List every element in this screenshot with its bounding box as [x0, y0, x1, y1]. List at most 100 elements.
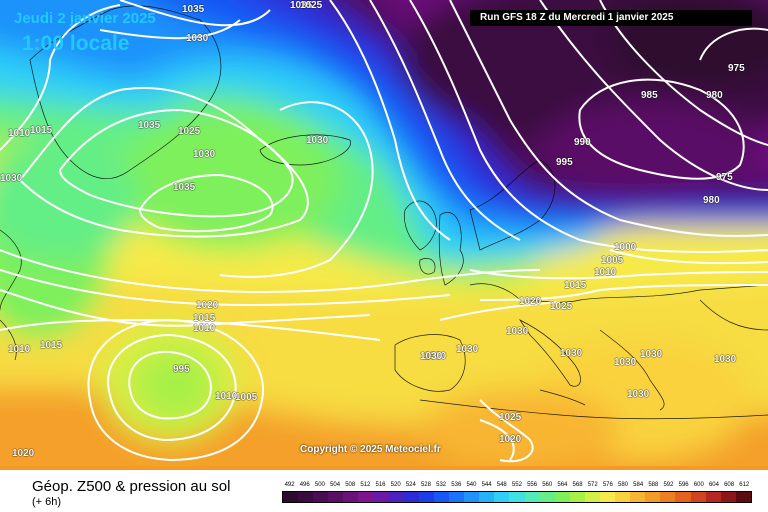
isobars: [0, 0, 768, 461]
scale-swatch: [554, 492, 570, 502]
isobar-label: 1030: [614, 357, 637, 368]
scale-swatch: [403, 492, 419, 502]
scale-label: 596: [678, 482, 689, 488]
isobar-label: 1025: [499, 412, 522, 423]
scale-swatch: [464, 492, 480, 502]
scale-label: 540: [466, 482, 477, 488]
isobar-label: 1035: [173, 182, 196, 193]
scale-label: 536: [451, 482, 462, 488]
forecast-map: 1035 1030 1025 1015 1010 1035 1030 1030 …: [0, 0, 768, 470]
isobar-label: 1025: [178, 126, 201, 137]
scale-swatch: [524, 492, 540, 502]
isobar-label: 1030: [506, 326, 529, 337]
isobar-label: 1010: [215, 391, 238, 402]
scale-swatch: [720, 492, 736, 502]
isobar-label: 980: [703, 195, 720, 206]
scale-label: 608: [724, 482, 735, 488]
copyright-notice: Copyright © 2025 Meteociel.fr: [300, 444, 441, 455]
forecast-date: Jeudi 2 janvier 2025: [14, 10, 156, 27]
scale-swatch: [569, 492, 585, 502]
scale-label: 500: [314, 482, 325, 488]
scale-label: 592: [663, 482, 674, 488]
isobar-label: 1035: [138, 120, 161, 131]
isobar-label: 1030: [306, 135, 329, 146]
isobar-label: 990: [574, 137, 591, 148]
scale-label: 588: [648, 482, 659, 488]
scale-swatch: [675, 492, 691, 502]
isobar-label: 1035: [182, 4, 205, 15]
scale-label: 552: [511, 482, 522, 488]
isobar-label: 985: [641, 90, 658, 101]
coastlines: [0, 5, 768, 420]
scale-label: 580: [618, 482, 629, 488]
isobar-label: 1030: [456, 344, 479, 355]
isobar-label: 1010: [193, 323, 216, 334]
scale-label: 520: [390, 482, 401, 488]
scale-swatch: [388, 492, 404, 502]
isobar-label: 1020: [12, 448, 35, 459]
isobar-label: 1035: [290, 0, 313, 11]
scale-label: 524: [405, 482, 416, 488]
color-scale-labels: 492 496 500 504 508 512 516 520 524 528 532 536 540 5…: [282, 481, 752, 490]
isobar-label: 1015: [193, 313, 216, 324]
scale-label: 516: [375, 482, 386, 488]
scale-label: 572: [587, 482, 598, 488]
isobar-label: 980: [706, 90, 723, 101]
isobar-label: 1030: [560, 348, 583, 359]
scale-swatch: [660, 492, 676, 502]
scale-swatch: [705, 492, 721, 502]
scale-label: 508: [345, 482, 356, 488]
scale-label: 584: [633, 482, 644, 488]
isobar-label: 975: [728, 63, 745, 74]
scale-label: 556: [527, 482, 538, 488]
color-scale-bar: [282, 491, 752, 503]
isobar-label: 1030: [420, 351, 443, 362]
scale-swatch: [373, 492, 389, 502]
scale-label: 532: [436, 482, 447, 488]
scale-label: 564: [557, 482, 568, 488]
isobar-label: 1025: [550, 301, 573, 312]
isobar-label: 1025: [300, 0, 323, 11]
scale-swatch: [313, 492, 329, 502]
isobar-label: 995: [173, 364, 190, 375]
scale-label: 548: [496, 482, 507, 488]
isobar-label: 1005: [601, 255, 624, 266]
isobar-label: 1015: [564, 280, 587, 291]
isobar-label: 1010: [8, 344, 31, 355]
isobar-label: 1005: [235, 392, 258, 403]
scale-label: 544: [481, 482, 492, 488]
scale-label: 576: [602, 482, 613, 488]
scale-swatch: [494, 492, 510, 502]
isobar-label: 995: [556, 157, 573, 168]
legend: Géop. Z500 & pression au sol (+ 6h) 492 4…: [0, 470, 768, 512]
scale-swatch: [328, 492, 344, 502]
legend-subtitle: (+ 6h): [32, 496, 62, 508]
isobar-label: 1030: [627, 389, 650, 400]
isobar-label: 1030: [640, 349, 663, 360]
map-graphic: [0, 0, 768, 470]
geopotential-field: [0, 0, 768, 470]
scale-swatch: [584, 492, 600, 502]
scale-swatch: [283, 492, 299, 502]
scale-label: 496: [299, 482, 310, 488]
isobar-label: 1030: [714, 354, 737, 365]
isobar-label: 1015: [40, 340, 63, 351]
isobar-label: 1020: [499, 434, 522, 445]
isobar-label: 1020: [519, 296, 542, 307]
scale-label: 604: [708, 482, 719, 488]
scale-label: 504: [330, 482, 341, 488]
scale-label: 492: [284, 482, 295, 488]
isobar-label: 1015: [30, 125, 53, 136]
scale-label: 560: [542, 482, 553, 488]
scale-swatch: [690, 492, 706, 502]
scale-label: 512: [360, 482, 371, 488]
isobar-label: 1020: [196, 300, 219, 311]
scale-swatch: [479, 492, 495, 502]
isobar-label: 1010: [8, 128, 31, 139]
isobar-label: 975: [716, 172, 733, 183]
scale-swatch: [358, 492, 374, 502]
isobar-label: 1030: [0, 173, 23, 184]
scale-swatch: [509, 492, 525, 502]
scale-swatch: [735, 492, 751, 502]
scale-swatch: [630, 492, 646, 502]
